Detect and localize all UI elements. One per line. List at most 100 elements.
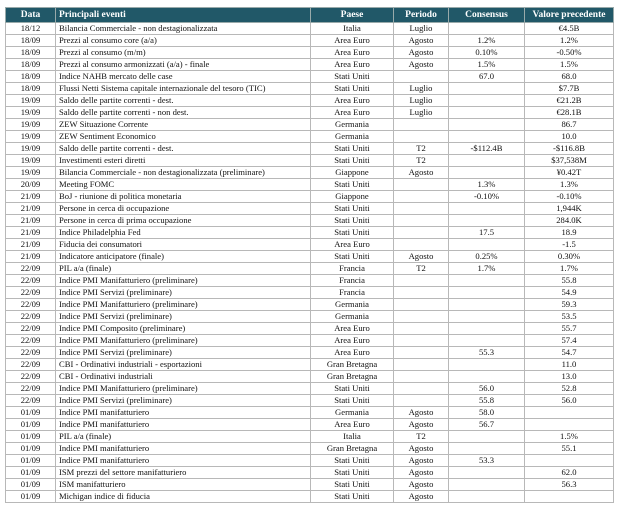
table-row: 18/09 Indice NAHB mercato delle case Stati… [5, 70, 614, 83]
table-cell [448, 310, 525, 323]
table-cell: Agosto [393, 406, 449, 419]
column-header: Consensus [448, 7, 525, 23]
table-cell: 01/09 [5, 466, 56, 479]
table-cell [448, 166, 525, 179]
table-cell [448, 322, 525, 335]
table-row: 22/09 Indice PMI Servizi (preliminare) Are… [5, 346, 614, 359]
table-cell [448, 478, 525, 491]
table-cell: $7.7B [524, 82, 614, 95]
table-row: 01/09 ISM manifatturiero Stati Uniti Agosto… [5, 478, 614, 491]
table-row: 01/09 Indice PMI manifatturiero Area Euro A… [5, 418, 614, 431]
table-row: 20/09 Meeting FOMC Stati Uniti 1.3% 1.3% [5, 178, 614, 191]
table-cell: Area Euro [310, 58, 394, 71]
table-cell: ¥0.42T [524, 166, 614, 179]
table-cell: 22/09 [5, 394, 56, 407]
table-cell [448, 442, 525, 455]
table-cell: T2 [393, 430, 449, 443]
table-row: 22/09 Indice PMI Manifatturiero (prelimin… [5, 382, 614, 395]
table-cell [448, 154, 525, 167]
table-cell: Germania [310, 118, 394, 131]
table-cell: Stati Uniti [310, 154, 394, 167]
table-cell [393, 370, 449, 383]
table-cell: Agosto [393, 166, 449, 179]
table-cell: -0.10% [448, 190, 525, 203]
table-cell: Stati Uniti [310, 202, 394, 215]
table-row: 22/09 CBI - Ordinativi industriali Gran Br… [5, 370, 614, 383]
table-cell: 22/09 [5, 298, 56, 311]
table-cell: Agosto [393, 418, 449, 431]
table-cell [524, 418, 614, 431]
table-cell: Stati Uniti [310, 478, 394, 491]
table-cell: Indice PMI Servizi (preliminare) [55, 286, 311, 299]
table-cell: PIL a/a (finale) [55, 430, 311, 443]
table-cell: 62.0 [524, 466, 614, 479]
table-cell: 01/09 [5, 442, 56, 455]
table-cell: 1.5% [524, 58, 614, 71]
table-cell: Agosto [393, 250, 449, 263]
table-cell [393, 190, 449, 203]
table-cell: 1.2% [524, 34, 614, 47]
table-cell: 22/09 [5, 358, 56, 371]
table-cell [393, 226, 449, 239]
table-row: 22/09 Indice PMI Manifatturiero (prelimin… [5, 274, 614, 287]
table-cell: 1.2% [448, 34, 525, 47]
table-row: 21/09 Fiducia dei consumatori Area Euro -1.… [5, 238, 614, 251]
table-cell: CBI - Ordinativi industriali - esportazi… [55, 358, 311, 371]
table-cell [524, 490, 614, 503]
table-cell: T2 [393, 142, 449, 155]
table-cell: 56.7 [448, 418, 525, 431]
table-cell: T2 [393, 154, 449, 167]
table-cell: 18/09 [5, 70, 56, 83]
table-row: 19/09 ZEW Situazione Corrente Germania 86.7 [5, 118, 614, 131]
table-cell: Persone in cerca di prima occupazione [55, 214, 311, 227]
table-cell: 18/09 [5, 34, 56, 47]
table-cell: Bilancia Commerciale - non destagionaliz… [55, 22, 311, 35]
table-cell: Stati Uniti [310, 82, 394, 95]
table-cell [448, 430, 525, 443]
table-cell: 22/09 [5, 310, 56, 323]
table-cell: 19/09 [5, 94, 56, 107]
table-cell: Indice PMI Manifatturiero (preliminare) [55, 334, 311, 347]
table-cell: BoJ - riunione di politica monetaria [55, 190, 311, 203]
table-cell: 21/09 [5, 238, 56, 251]
table-cell [393, 214, 449, 227]
table-cell: Indice PMI Servizi (preliminare) [55, 310, 311, 323]
table-cell: 54.9 [524, 286, 614, 299]
table-cell [448, 334, 525, 347]
table-cell: Michigan indice di fiducia [55, 490, 311, 503]
table-cell: 19/09 [5, 130, 56, 143]
table-cell: Stati Uniti [310, 250, 394, 263]
table-cell: 86.7 [524, 118, 614, 131]
table-cell: Indice PMI manifatturiero [55, 454, 311, 467]
table-row: 22/09 Indice PMI Manifatturiero (prelimin… [5, 334, 614, 347]
table-row: 19/09 Saldo delle partite correnti - dest… [5, 94, 614, 107]
table-cell: Indice PMI manifatturiero [55, 418, 311, 431]
table-cell: -$112.4B [448, 142, 525, 155]
table-cell: 0.10% [448, 46, 525, 59]
table-cell: 284.0K [524, 214, 614, 227]
table-cell: 56.0 [524, 394, 614, 407]
table-row: 18/09 Prezzi al consumo (m/m) Area Euro Ago… [5, 46, 614, 59]
table-cell: Stati Uniti [310, 226, 394, 239]
table-cell: Gran Bretagna [310, 370, 394, 383]
table-row: 22/09 Indice PMI Servizi (preliminare) Ger… [5, 310, 614, 323]
table-cell: 21/09 [5, 226, 56, 239]
table-cell: 21/09 [5, 214, 56, 227]
table-cell: -1.5 [524, 238, 614, 251]
table-cell: 18/09 [5, 46, 56, 59]
table-cell: Stati Uniti [310, 466, 394, 479]
table-cell: Stati Uniti [310, 70, 394, 83]
table-row: 01/09 PIL a/a (finale) Italia T2 1.5% [5, 430, 614, 443]
table-row: 21/09 Indicatore anticipatore (finale) Sta… [5, 250, 614, 263]
events-table: Data Principali eventi Paese Periodo Consens… [5, 7, 614, 503]
table-cell [448, 82, 525, 95]
table-cell: Indice PMI manifatturiero [55, 406, 311, 419]
table-cell: €4.5B [524, 22, 614, 35]
table-cell: 22/09 [5, 322, 56, 335]
table-row: 01/09 Indice PMI manifatturiero Germania Ag… [5, 406, 614, 419]
table-cell: 55.8 [448, 394, 525, 407]
table-cell: Indice PMI Servizi (preliminare) [55, 346, 311, 359]
table-cell [448, 94, 525, 107]
table-cell: Luglio [393, 94, 449, 107]
table-cell: 19/09 [5, 154, 56, 167]
